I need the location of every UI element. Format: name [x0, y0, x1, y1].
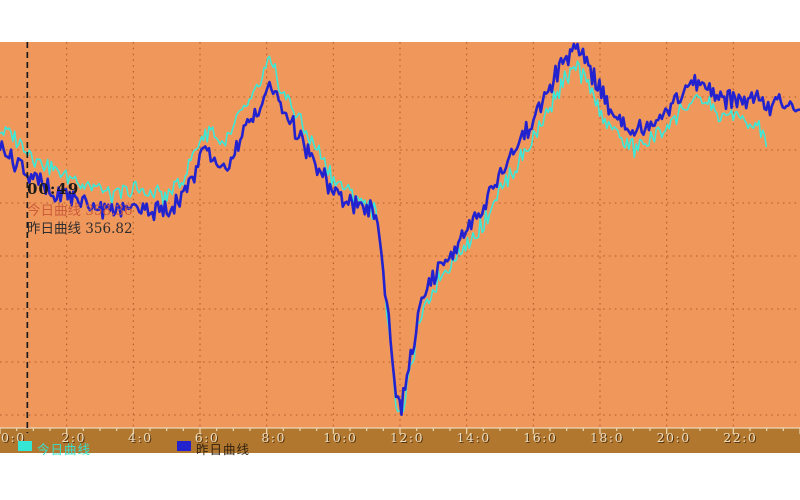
tooltip-yesterday-label: 昨日曲线 [27, 221, 81, 237]
x-axis-label: 18:0 [589, 430, 625, 445]
tooltip-today: 今日曲线 358.36 [27, 199, 133, 219]
legend-today-label: 今日曲线 [37, 442, 92, 457]
x-axis-label: 6:0 [194, 430, 220, 445]
x-axis-label: 10:0 [323, 430, 358, 445]
x-axis-label: 2:0 [61, 430, 86, 445]
x-axis-label: 20:0 [656, 430, 691, 445]
chart-canvas[interactable] [0, 42, 800, 453]
tooltip-yesterday-value: 356.82 [85, 221, 133, 237]
tooltip-today-value: 358.36 [85, 203, 133, 219]
crosshair-time-label: 00:49 [27, 180, 80, 198]
x-axis-label: 16:0 [523, 430, 558, 445]
x-axis-label: 4:0 [128, 430, 153, 445]
legend-yesterday-label: 昨日曲线 [196, 442, 251, 457]
x-axis-label: 22:0 [723, 430, 758, 445]
x-axis-label: 14:0 [456, 430, 491, 445]
legend-today-swatch [18, 441, 32, 451]
legend-yesterday-swatch [177, 441, 191, 451]
chart-area[interactable] [0, 42, 800, 453]
x-axis-label: 8:0 [261, 430, 286, 445]
tooltip-today-label: 今日曲线 [27, 203, 81, 219]
legend: 今日曲线 昨日曲线 [0, 440, 800, 457]
yesterday-curve [0, 42, 800, 416]
x-axis-label: 12:0 [389, 430, 425, 445]
tooltip-yesterday: 昨日曲线 356.82 [27, 217, 133, 237]
